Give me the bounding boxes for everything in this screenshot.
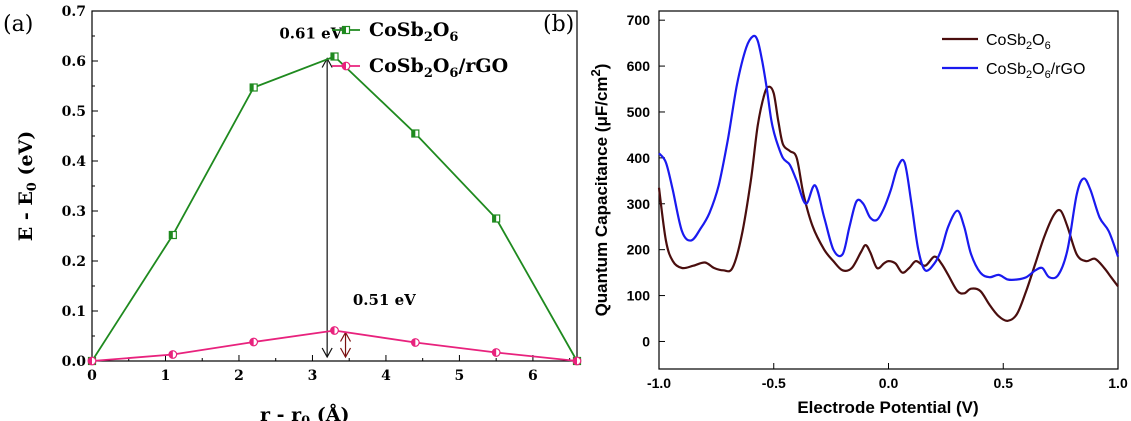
panel-a-y-axis: 0.0 0.1 0.2 0.3 0.4 0.5 0.6 0.7 (62, 4, 98, 370)
panel-a-point-cosb2o6-rgo (249, 337, 259, 347)
panel-b-legend-label: CoSb2O6 (986, 32, 1051, 52)
panel-a-point-cosb2o6-rgo (572, 356, 582, 366)
panel-a-y-tick-label: 0.4 (62, 154, 87, 170)
panel-a-y-tick-label: 0.0 (62, 354, 87, 370)
panel-a-series-line-cosb2o6 (91, 55, 578, 362)
panel-a-legend: CoSb2O6 CoSb2O6/rGO (332, 19, 508, 81)
panel-b-y-tick-label: 500 (627, 104, 651, 120)
panel-a-point-cosb2o6 (249, 83, 258, 92)
panel-a-double-arrow-2 (339, 331, 352, 359)
panel-b-plot-frame (658, 10, 1119, 370)
panel-a-point-cosb2o6-rgo (330, 326, 339, 335)
panel-a-annotation: 0.61 eV (279, 25, 342, 43)
panel-a-legend-entry: CoSb2O6/rGO (332, 55, 508, 81)
panel-a-x-tick-label: 5 (455, 368, 465, 384)
panel-a-legend-entry: CoSb2O6 (332, 19, 458, 45)
panel-a-x-tick-label: 3 (308, 368, 318, 384)
panel-b-x-tick-label: -1.0 (647, 375, 671, 391)
panel-b-y-axis: 0 100 200 300 400 500 600 700 (627, 12, 665, 349)
panel-a-point-cosb2o6 (168, 230, 177, 240)
panel-a-y-tick-label: 0.5 (62, 104, 86, 120)
panel-a-point-cosb2o6-rgo (168, 350, 178, 359)
panel-a-x-tick-label: 4 (381, 368, 391, 384)
panel-b-legend-entry: CoSb2O6 (942, 32, 1051, 52)
panel-a-point-cosb2o6 (330, 52, 339, 61)
panel-b-y-axis-title: Quantum Capacitance (μF/cm2) (588, 64, 611, 317)
panel-b-x-tick-label: -0.5 (762, 375, 786, 391)
panel-a-x-axis: 0 1 2 3 4 5 6 (87, 355, 571, 384)
panel-b-series (657, 34, 1120, 322)
panel-a-legend-label: CoSb2O6 (369, 19, 458, 45)
panel-b-x-tick-label: 1.0 (1108, 375, 1128, 391)
panel-b-label: (b) (543, 12, 574, 37)
panel-a-x-axis-title: r - r0 (Å) (260, 403, 350, 421)
panel-a-annotations: 0.61 eV 0.51 eV (279, 25, 416, 310)
panel-a-y-tick-label: 0.1 (62, 304, 86, 320)
panel-a-x-tick-label: 0 (87, 368, 97, 384)
panel-a-series-line-cosb2o6-rgo (91, 329, 578, 362)
panel-a-arrows (321, 57, 352, 359)
panel-a-label: (a) (3, 12, 33, 37)
panel-b-y-tick-label: 200 (627, 242, 651, 258)
panel-b-legend: CoSb2O6 CoSb2O6/rGO (942, 32, 1085, 81)
panel-b-y-tick-label: 300 (627, 196, 651, 212)
panel-a-point-cosb2o6 (492, 214, 501, 223)
panel-a-y-tick-label: 0.7 (62, 4, 86, 20)
panel-a: (a) 0.0 0.1 0.2 0.3 0.4 0.5 0.6 0.7 0 1 2 3 4 5 6 0.6… (3, 4, 582, 421)
panel-b-y-tick-label: 600 (627, 58, 651, 74)
panel-b-x-tick-label: 0.0 (879, 375, 899, 391)
panel-a-y-tick-label: 0.6 (62, 54, 86, 70)
panel-b-legend-entry: CoSb2O6/rGO (942, 61, 1085, 81)
panel-b-series-line-cosb2o6-rgo (658, 34, 1120, 282)
panel-b-x-axis-title: Electrode Potential (V) (797, 398, 978, 417)
panel-b-x-tick-label: 0.5 (994, 375, 1014, 391)
panel-a-point-cosb2o6-rgo (87, 356, 97, 366)
panel-a-y-axis-title: E - E0 (eV) (15, 131, 40, 242)
panel-b: (b) 0 100 200 300 400 500 600 700 -1.0 -0.5 0.0 0.… (543, 10, 1128, 417)
panel-a-x-tick-label: 2 (234, 368, 244, 384)
panel-a-x-tick-label: 6 (528, 368, 538, 384)
panel-b-y-tick-label: 100 (627, 288, 651, 304)
panel-a-point-cosb2o6 (411, 129, 420, 138)
panel-b-x-axis: -1.0 -0.5 0.0 0.5 1.0 (647, 363, 1128, 391)
panel-a-point-cosb2o6-rgo (491, 348, 501, 357)
panel-a-x-tick-label: 1 (161, 368, 171, 384)
panel-b-y-tick-label: 400 (627, 150, 651, 166)
panel-a-series (87, 52, 582, 366)
panel-a-double-arrow-1 (321, 57, 333, 359)
panel-a-y-tick-label: 0.2 (62, 254, 86, 270)
panel-b-series-line-cosb2o6 (657, 85, 1119, 322)
panel-b-y-tick-label: 0 (642, 333, 650, 349)
panel-a-y-tick-label: 0.3 (62, 204, 86, 220)
panel-a-annotation: 0.51 eV (353, 291, 416, 309)
panel-a-legend-label: CoSb2O6/rGO (369, 55, 508, 81)
panel-b-legend-label: CoSb2O6/rGO (986, 61, 1085, 81)
panel-b-y-tick-label: 700 (627, 12, 651, 28)
panel-a-point-cosb2o6-rgo (410, 338, 420, 347)
